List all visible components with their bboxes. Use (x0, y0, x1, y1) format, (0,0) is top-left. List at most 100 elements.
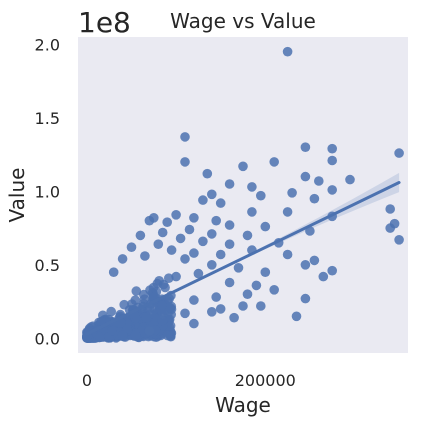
data-point (305, 226, 315, 236)
data-point (207, 307, 217, 317)
data-point (242, 289, 253, 300)
data-point (180, 132, 190, 142)
data-point (180, 254, 190, 264)
x-axis-label: Wage (215, 393, 271, 417)
data-point (140, 251, 150, 261)
data-point (141, 312, 151, 323)
data-point (157, 227, 168, 238)
data-point (117, 254, 128, 264)
data-point (327, 143, 338, 154)
data-point (309, 193, 320, 204)
data-point (171, 210, 181, 220)
data-point (162, 217, 172, 227)
data-point (189, 213, 199, 223)
data-point (211, 292, 221, 302)
data-point (144, 326, 155, 336)
data-point (385, 204, 396, 214)
data-point (106, 306, 116, 317)
data-point (130, 295, 141, 306)
data-point (251, 280, 262, 291)
data-point (224, 220, 235, 230)
data-point (215, 304, 226, 314)
data-point (131, 286, 142, 296)
data-point (166, 245, 177, 255)
x-axis-ticks: 0 200000 (82, 371, 296, 390)
data-point (255, 301, 266, 311)
data-point (224, 239, 235, 249)
regression-line (85, 181, 401, 336)
data-point (116, 317, 126, 328)
data-point (193, 268, 204, 279)
data-point (255, 190, 266, 201)
data-point (153, 239, 164, 249)
data-point (165, 321, 176, 331)
data-point (260, 267, 271, 278)
y-axis-label: Value (5, 168, 29, 223)
data-point (314, 176, 324, 186)
data-point (189, 295, 199, 305)
data-point (242, 230, 253, 241)
y-tick-label: 0.5 (35, 256, 60, 275)
data-point (233, 263, 244, 273)
data-point (126, 242, 137, 252)
data-point (282, 46, 293, 57)
y-tick-label: 2.0 (35, 35, 60, 54)
data-point (327, 265, 338, 276)
data-point (144, 215, 155, 226)
data-point (164, 273, 174, 284)
data-point (165, 302, 175, 313)
data-point (189, 248, 199, 258)
data-point (300, 293, 311, 304)
data-point (327, 185, 338, 195)
data-point (184, 224, 195, 235)
y-tick-label: 1.0 (35, 182, 60, 201)
data-point (300, 142, 311, 152)
data-point (345, 174, 355, 185)
data-point (327, 155, 338, 166)
data-point (107, 326, 117, 336)
data-point (238, 161, 248, 172)
data-point (309, 255, 320, 266)
data-point (291, 311, 302, 322)
data-point (157, 315, 168, 326)
data-point (394, 148, 404, 158)
data-point (224, 277, 235, 288)
data-point (180, 308, 190, 319)
data-point (130, 330, 141, 341)
data-point (122, 323, 132, 334)
data-point (238, 301, 248, 311)
data-point (207, 189, 217, 200)
data-point (282, 249, 293, 260)
data-point (215, 198, 226, 208)
x-tick-label: 200000 (235, 371, 296, 390)
data-point (157, 300, 167, 311)
y-tick-label: 1.5 (35, 109, 60, 128)
x-tick-label: 0 (82, 371, 92, 390)
data-point (247, 182, 257, 192)
data-point (385, 223, 396, 233)
y-offset-label: 1e8 (78, 6, 131, 39)
data-point (189, 318, 199, 329)
y-axis-ticks: 0.0 0.5 1.0 1.5 2.0 (35, 35, 60, 348)
data-point (171, 271, 181, 282)
data-point (95, 331, 105, 342)
y-tick-label: 0.0 (35, 329, 60, 348)
regression-line-layer (85, 181, 401, 336)
data-point (394, 235, 404, 245)
data-point (202, 168, 213, 179)
data-point (154, 276, 164, 286)
data-point (211, 215, 221, 226)
data-point (269, 285, 280, 295)
data-point (198, 195, 208, 205)
data-point (198, 236, 208, 247)
chart-title: Wage vs Value (170, 9, 316, 33)
data-point (215, 249, 226, 260)
data-point (96, 316, 107, 327)
data-point (300, 260, 311, 270)
data-point (117, 330, 128, 341)
data-point (287, 188, 297, 198)
data-point (247, 207, 257, 217)
data-point (282, 207, 293, 217)
data-point (269, 157, 280, 167)
data-point (229, 312, 239, 323)
